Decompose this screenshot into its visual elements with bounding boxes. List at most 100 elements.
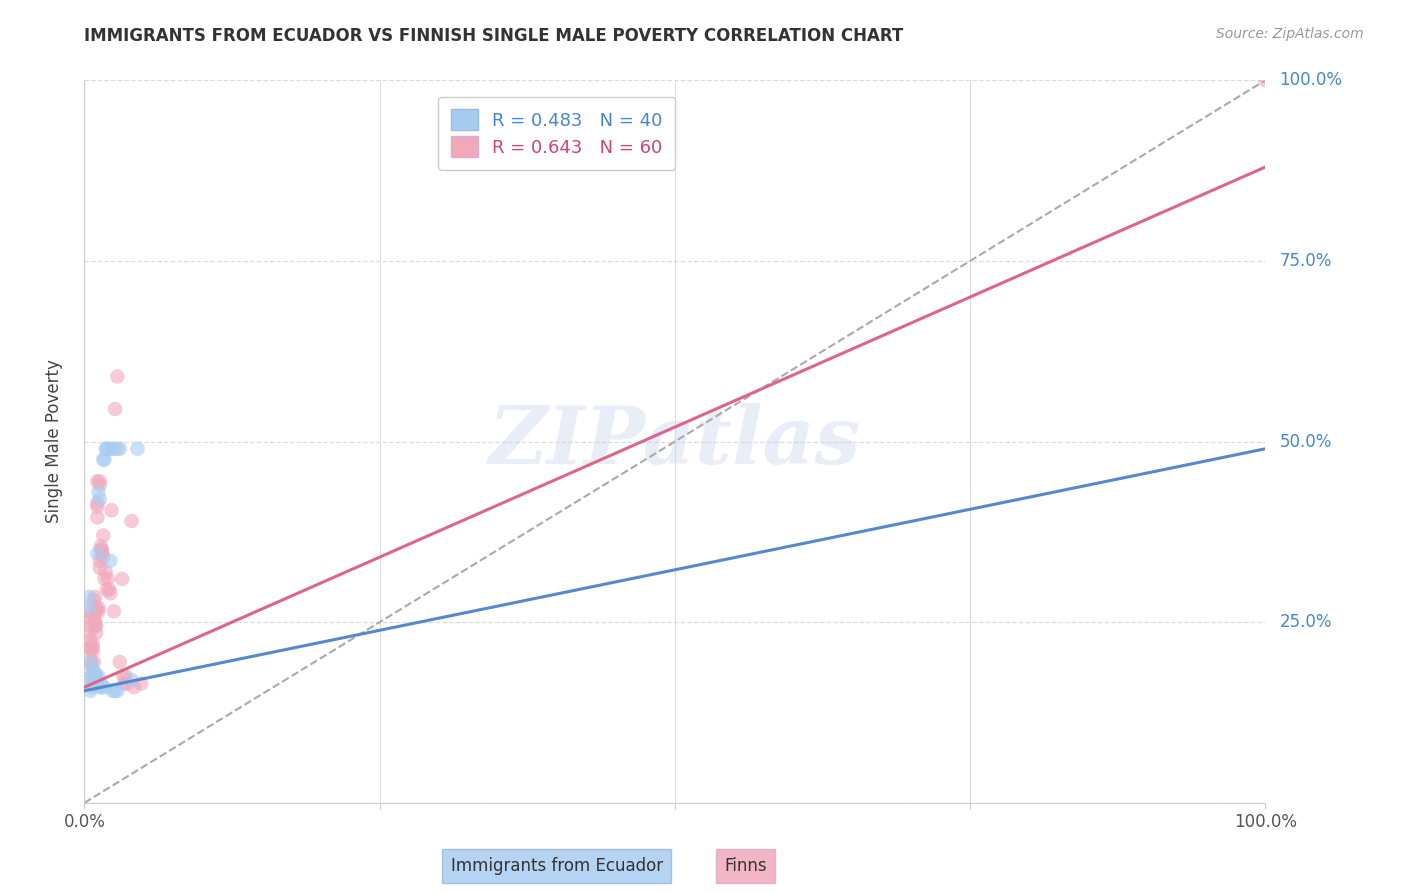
Point [129, 676, 152, 690]
Point [96, 582, 118, 597]
Point [127, 442, 149, 456]
Point [93, 680, 115, 694]
Point [122, 680, 145, 694]
Point [84, 626, 107, 640]
Point [115, 676, 138, 690]
Text: 100.0%: 100.0% [1279, 71, 1343, 89]
Point [80, 669, 103, 683]
Point [107, 442, 129, 456]
Point [90, 539, 112, 553]
Point [107, 369, 129, 384]
Point [108, 655, 131, 669]
Point [86, 496, 108, 510]
Point [79, 683, 101, 698]
Point [108, 442, 131, 456]
Point [97, 572, 120, 586]
Text: Source: ZipAtlas.com: Source: ZipAtlas.com [1216, 27, 1364, 41]
Point [83, 665, 105, 680]
Point [84, 615, 107, 630]
Point [87, 600, 110, 615]
Point [77, 604, 100, 618]
Point [77, 600, 100, 615]
Point [84, 619, 107, 633]
Point [77, 619, 100, 633]
Point [104, 683, 127, 698]
Point [1254, 73, 1277, 87]
Text: 75.0%: 75.0% [1279, 252, 1331, 270]
Point [121, 514, 143, 528]
Point [87, 604, 110, 618]
Point [93, 572, 115, 586]
Point [114, 676, 136, 690]
Point [97, 442, 120, 456]
Point [91, 550, 114, 565]
Point [77, 590, 100, 604]
Text: IMMIGRANTS FROM ECUADOR VS FINNISH SINGLE MALE POVERTY CORRELATION CHART: IMMIGRANTS FROM ECUADOR VS FINNISH SINGL… [84, 27, 904, 45]
Point [90, 676, 112, 690]
Point [91, 547, 114, 561]
Point [80, 669, 103, 683]
Point [84, 669, 107, 683]
Point [91, 542, 114, 557]
Text: Finns: Finns [724, 857, 768, 875]
Text: 50.0%: 50.0% [1279, 433, 1331, 450]
Point [86, 475, 108, 489]
Point [87, 669, 110, 683]
Point [107, 683, 129, 698]
Point [91, 680, 114, 694]
Point [104, 402, 127, 417]
Point [83, 593, 105, 607]
Point [80, 658, 103, 673]
Point [121, 673, 143, 687]
Point [103, 604, 125, 618]
Point [100, 442, 122, 456]
Point [84, 600, 107, 615]
Point [91, 452, 114, 467]
Legend: R = 0.483   N = 40, R = 0.643   N = 60: R = 0.483 N = 40, R = 0.643 N = 60 [439, 96, 675, 169]
Point [84, 615, 107, 630]
Point [94, 442, 117, 456]
Point [103, 442, 125, 456]
Point [94, 565, 117, 579]
Point [82, 637, 104, 651]
Point [79, 655, 101, 669]
Point [86, 510, 108, 524]
Point [100, 503, 122, 517]
Point [89, 554, 111, 568]
Point [79, 644, 101, 658]
Point [82, 644, 104, 658]
Point [86, 500, 108, 514]
Point [83, 669, 105, 683]
Point [112, 669, 135, 683]
Point [89, 475, 111, 489]
Y-axis label: Single Male Poverty: Single Male Poverty [45, 359, 63, 524]
Text: 25.0%: 25.0% [1279, 613, 1331, 632]
Point [83, 676, 105, 690]
Point [84, 619, 107, 633]
Text: ZIPatlas: ZIPatlas [489, 403, 860, 480]
Point [98, 582, 121, 597]
Point [84, 669, 107, 683]
Point [101, 683, 124, 698]
Point [84, 673, 107, 687]
Point [86, 547, 108, 561]
Point [98, 586, 121, 600]
Point [80, 676, 103, 690]
Point [80, 655, 103, 669]
Point [82, 680, 104, 694]
Point [91, 528, 114, 542]
Point [83, 655, 105, 669]
Point [79, 633, 101, 648]
Point [84, 604, 107, 618]
Point [90, 542, 112, 557]
Point [89, 478, 111, 492]
Point [96, 442, 118, 456]
Point [93, 452, 115, 467]
Point [84, 676, 107, 690]
Point [83, 607, 105, 622]
Point [84, 590, 107, 604]
Point [98, 554, 121, 568]
Point [114, 669, 136, 683]
Point [89, 492, 111, 507]
Point [82, 673, 104, 687]
